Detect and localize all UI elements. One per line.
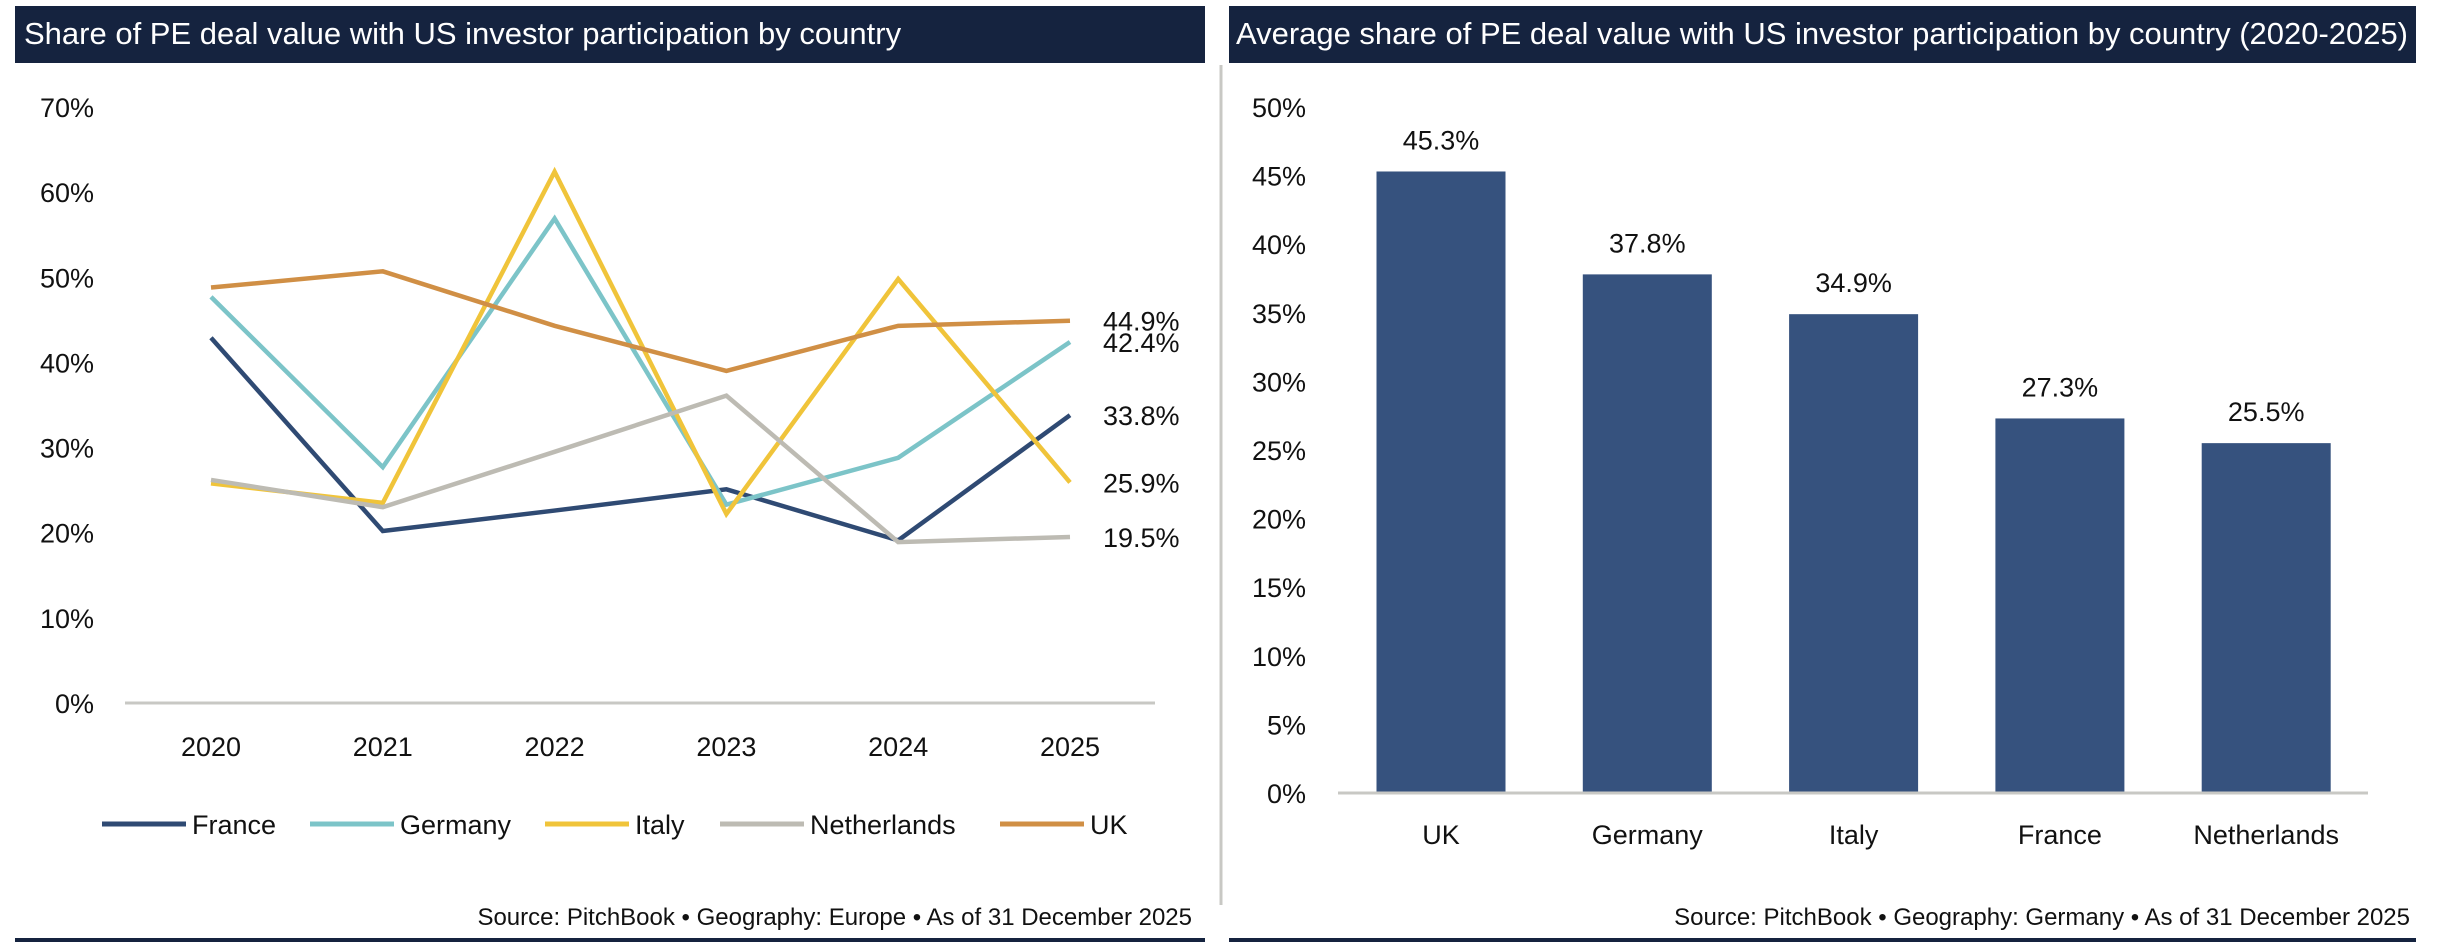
x-tick-label: 2023 — [696, 732, 756, 762]
y-tick-label: 30% — [40, 434, 94, 464]
end-label-france: 33.8% — [1103, 401, 1180, 431]
bar-france — [1995, 418, 2125, 793]
y-tick-label: 20% — [1252, 505, 1306, 535]
data-label: 27.3% — [2022, 372, 2099, 402]
y-tick-label: 25% — [1252, 436, 1306, 466]
bar-chart-bottom-rule — [1229, 938, 2416, 942]
bar-uk — [1376, 171, 1506, 793]
end-label-uk: 44.9% — [1103, 307, 1180, 337]
data-label: 45.3% — [1403, 125, 1480, 155]
legend-label-netherlands: Netherlands — [810, 810, 956, 840]
x-tick-label: Germany — [1592, 820, 1704, 850]
bar-netherlands — [2201, 443, 2331, 793]
y-tick-label: 40% — [1252, 230, 1306, 260]
bar-chart-header — [1229, 6, 2416, 63]
data-label: 37.8% — [1609, 228, 1686, 258]
y-tick-label: 0% — [1267, 779, 1306, 809]
x-tick-label: UK — [1422, 820, 1460, 850]
series-line-france — [209, 336, 1072, 543]
y-tick-label: 50% — [40, 263, 94, 293]
line-chart-bottom-rule — [15, 938, 1205, 942]
y-tick-label: 10% — [40, 604, 94, 634]
y-tick-label: 15% — [1252, 573, 1306, 603]
y-tick-label: 45% — [1252, 162, 1306, 192]
x-tick-label: 2021 — [353, 732, 413, 762]
legend-label-italy: Italy — [635, 810, 685, 840]
line-chart-source: Source: PitchBook • Geography: Europe • … — [477, 904, 1192, 931]
data-label: 34.9% — [1815, 268, 1892, 298]
series-line-germany — [209, 214, 1072, 508]
end-label-germany: 42.4% — [1103, 328, 1180, 358]
x-tick-label: 2025 — [1040, 732, 1100, 762]
x-tick-label: Italy — [1829, 820, 1879, 850]
y-tick-label: 60% — [40, 178, 94, 208]
line-chart-header — [15, 6, 1205, 63]
bar-germany — [1582, 274, 1712, 793]
series-line-italy — [210, 166, 1072, 519]
y-tick-label: 40% — [40, 348, 94, 378]
y-tick-label: 5% — [1267, 710, 1306, 740]
bar-chart-source: Source: PitchBook • Geography: Germany •… — [1674, 904, 2410, 931]
y-tick-label: 50% — [1252, 93, 1306, 123]
y-tick-label: 0% — [55, 689, 94, 719]
line-chart-title: Share of PE deal value with US investor … — [24, 16, 902, 51]
bar-italy — [1789, 314, 1919, 793]
x-tick-label: Netherlands — [2193, 820, 2339, 850]
y-tick-label: 30% — [1252, 367, 1306, 397]
end-label-italy: 25.9% — [1103, 468, 1180, 498]
legend-label-france: France — [192, 810, 276, 840]
x-tick-label: 2024 — [868, 732, 928, 762]
x-tick-label: 2020 — [181, 732, 241, 762]
data-label: 25.5% — [2228, 397, 2305, 427]
x-tick-label: 2022 — [525, 732, 585, 762]
y-tick-label: 35% — [1252, 299, 1306, 329]
y-tick-label: 20% — [40, 519, 94, 549]
x-tick-label: France — [2018, 820, 2102, 850]
y-tick-label: 70% — [40, 93, 94, 123]
end-label-netherlands: 19.5% — [1103, 523, 1180, 553]
legend-label-germany: Germany — [400, 810, 512, 840]
y-tick-label: 10% — [1252, 642, 1306, 672]
bar-chart-title: Average share of PE deal value with US i… — [1236, 16, 2408, 51]
series-line-netherlands — [210, 393, 1071, 545]
legend-label-uk: UK — [1090, 810, 1128, 840]
series-line-uk — [210, 269, 1071, 374]
